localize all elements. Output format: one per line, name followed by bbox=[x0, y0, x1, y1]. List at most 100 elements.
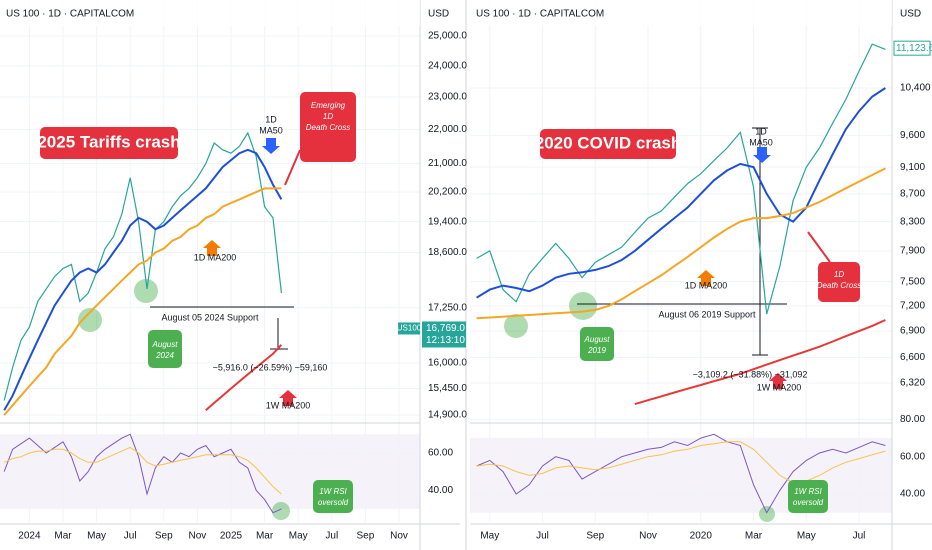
annotation-box bbox=[148, 330, 182, 368]
y-tick-label: 25,000.0 bbox=[428, 30, 467, 41]
x-tick-label: May bbox=[797, 531, 816, 542]
last-price-bg bbox=[893, 40, 931, 56]
annotation-text: 2025 Tariffs crash bbox=[37, 132, 180, 151]
x-tick-label: Jul bbox=[536, 531, 549, 542]
annotation-box bbox=[540, 129, 676, 159]
x-tick-label: Jul bbox=[124, 531, 137, 542]
annotation-text: 1D MA200 bbox=[685, 280, 728, 290]
annotation-text: oversold bbox=[793, 498, 824, 507]
moving-average bbox=[476, 167, 886, 320]
rsi-line bbox=[476, 433, 886, 514]
annotation-text: MA50 bbox=[749, 137, 773, 147]
highlight-circle bbox=[134, 279, 158, 303]
highlight-circle bbox=[569, 292, 597, 320]
x-tick-label: Sep bbox=[357, 531, 375, 542]
y-tick-label: 8,700 bbox=[900, 188, 925, 199]
annotation-text: 2024 bbox=[155, 351, 174, 360]
x-tick-label: Nov bbox=[189, 531, 207, 542]
annotation-text: Death Cross bbox=[817, 281, 861, 290]
x-tick-label: 2025 bbox=[220, 531, 243, 542]
y-tick-label: 7,900 bbox=[900, 246, 925, 257]
moving-average bbox=[634, 319, 886, 406]
arrow bbox=[769, 373, 787, 389]
annotation-text: 1W MA200 bbox=[757, 382, 802, 392]
annotation-text: 1D bbox=[323, 112, 333, 121]
annotation-text: −3,109.2 (−31.88%) −31,092 bbox=[693, 369, 808, 379]
y-tick-label: 17,250.0 bbox=[428, 302, 467, 313]
x-tick-label: 2020 bbox=[690, 531, 713, 542]
arrow bbox=[262, 138, 280, 154]
highlight-circle bbox=[78, 308, 102, 332]
last-price: 16,769.0 bbox=[426, 323, 465, 334]
moving-average bbox=[3, 148, 283, 411]
rsi-tick-label: 40.00 bbox=[428, 485, 453, 496]
last-price-bg bbox=[422, 321, 466, 348]
y-tick-label: 9,600 bbox=[900, 130, 925, 141]
arrow bbox=[697, 270, 715, 286]
callout-pointer bbox=[284, 149, 301, 186]
annotation-text: 1D bbox=[755, 126, 767, 136]
price-line bbox=[3, 131, 282, 401]
annotation-text: Emerging bbox=[311, 101, 346, 110]
annotation-text: 2020 COVID crash bbox=[535, 133, 681, 152]
rsi-tick-label: 60.00 bbox=[428, 448, 453, 459]
rsi-band bbox=[470, 438, 892, 513]
x-tick-label: May bbox=[289, 531, 308, 542]
annotation-text: oversold bbox=[318, 498, 349, 507]
annotation-text: 1W MA200 bbox=[266, 400, 311, 410]
moving-average bbox=[205, 344, 283, 411]
highlight-circle bbox=[504, 314, 528, 338]
annotation-text: 1D bbox=[265, 114, 277, 124]
annotation-text: Death Cross bbox=[306, 123, 350, 132]
annotation-text: 1D bbox=[834, 270, 844, 279]
rsi-average bbox=[476, 441, 886, 484]
annotation-text: 1D MA200 bbox=[194, 252, 237, 262]
y-tick-label: 18,600.0 bbox=[428, 247, 467, 258]
y-tick-label: 9,100 bbox=[900, 162, 925, 173]
callout-pointer bbox=[807, 231, 831, 263]
last-price: 11,123.6 bbox=[896, 43, 932, 54]
highlight-circle bbox=[759, 506, 775, 522]
rsi-tick-label: 40.00 bbox=[900, 489, 925, 500]
y-tick-label: 7,200 bbox=[900, 301, 925, 312]
symbol-badge: US100 bbox=[397, 324, 422, 333]
rsi-tick-label: 80.00 bbox=[900, 414, 925, 425]
arrow bbox=[203, 240, 221, 256]
annotation-text: −5,916.0 (−26.59%) −59,160 bbox=[213, 362, 328, 372]
currency-label: USD bbox=[900, 9, 921, 20]
highlight-circle bbox=[272, 502, 290, 520]
annotation-text: 2019 bbox=[587, 346, 606, 355]
annotation-box bbox=[788, 480, 828, 513]
x-tick-label: Jul bbox=[853, 531, 866, 542]
arrow bbox=[279, 390, 297, 406]
y-tick-label: 6,600 bbox=[900, 352, 925, 363]
annotation-text: 1W RSI bbox=[319, 487, 347, 496]
header-bg bbox=[470, 0, 892, 26]
y-tick-label: 24,000.0 bbox=[428, 60, 467, 71]
price-line bbox=[476, 43, 886, 315]
annotation-box bbox=[300, 92, 356, 162]
y-tick-label: 14,900.0 bbox=[428, 410, 467, 421]
x-tick-label: Sep bbox=[586, 531, 604, 542]
countdown: 12:13:10 bbox=[426, 335, 465, 346]
rsi-tick-label: 60.00 bbox=[900, 451, 925, 462]
annotation-box bbox=[580, 327, 614, 361]
annotation-text: August 06 2019 Support bbox=[658, 309, 756, 319]
annotation-text: MA50 bbox=[259, 125, 283, 135]
moving-average bbox=[476, 87, 886, 299]
currency-label: USD bbox=[428, 9, 449, 20]
header-bg bbox=[0, 0, 420, 26]
y-tick-label: 22,000.0 bbox=[428, 124, 467, 135]
x-tick-label: Sep bbox=[155, 531, 173, 542]
annotation-text: August 05 2024 Support bbox=[161, 312, 259, 322]
annotation-text: August bbox=[152, 340, 179, 349]
x-tick-label: Nov bbox=[390, 531, 408, 542]
y-tick-label: 20,200.0 bbox=[428, 187, 467, 198]
chart-title: US 100 · 1D · CAPITALCOM bbox=[6, 9, 134, 20]
x-tick-label: Mar bbox=[256, 531, 274, 542]
y-tick-label: 16,000.0 bbox=[428, 358, 467, 369]
y-tick-label: 21,000.0 bbox=[428, 158, 467, 169]
chart-title: US 100 · 1D · CAPITALCOM bbox=[476, 9, 604, 20]
